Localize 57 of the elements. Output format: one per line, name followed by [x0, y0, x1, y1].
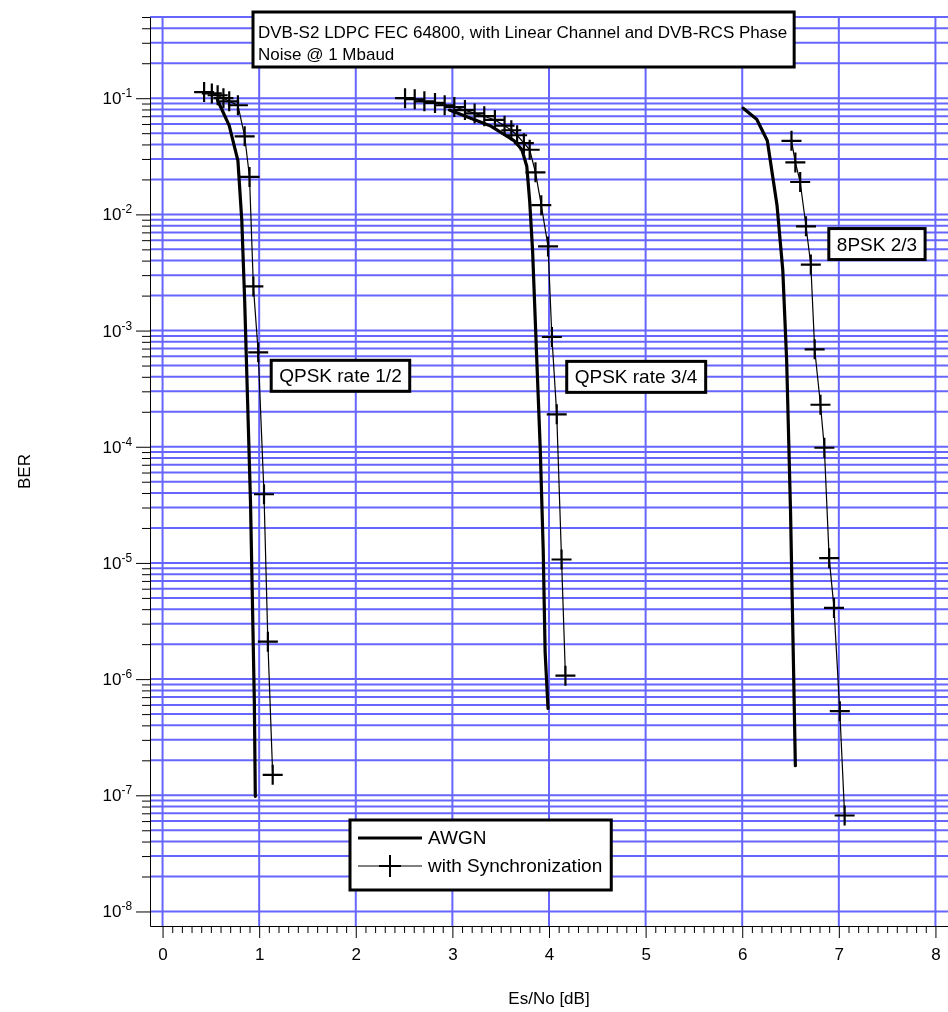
- y-tick-label: 10$^{-3}$: [102, 318, 133, 341]
- legend-label: AWGN: [428, 827, 487, 848]
- point: [474, 106, 495, 127]
- y-tick-label: 10$^{-8}$: [102, 899, 133, 922]
- point: [819, 548, 840, 569]
- point: [781, 130, 802, 151]
- x-tick-label: 2: [351, 945, 362, 965]
- point: [829, 701, 850, 722]
- point: [234, 126, 255, 147]
- point: [800, 254, 821, 275]
- point: [248, 342, 269, 363]
- annotation: 8PSK 2/3: [836, 233, 918, 255]
- point: [814, 437, 835, 458]
- y-tick-label: 10$^{-7}$: [102, 783, 133, 806]
- point: [414, 91, 435, 112]
- y-tick-label: 10$^{-2}$: [102, 202, 133, 225]
- y-axis-title: BER: [15, 454, 34, 489]
- point: [257, 631, 278, 652]
- point: [804, 339, 825, 360]
- point: [795, 216, 816, 237]
- point: [538, 236, 559, 257]
- point: [546, 404, 567, 425]
- legend-label: with Synchronization: [427, 855, 603, 876]
- y-tick-label: 10$^{-1}$: [102, 86, 133, 109]
- x-axis-title: Es/No [dB]: [508, 989, 590, 1008]
- point: [810, 394, 831, 415]
- point: [254, 484, 274, 505]
- text: DVB-S2 LDPC FEC 64800, with Linear Channel and DVB-RCS Phase Noise @ 1 Mbaud: [258, 23, 788, 64]
- point: [243, 276, 264, 297]
- x-tick-label: 5: [641, 945, 651, 965]
- x-tick-label: 0: [158, 945, 168, 965]
- point: [519, 139, 540, 160]
- point: [239, 166, 260, 187]
- point: [824, 597, 844, 618]
- x-tick-label: 4: [544, 945, 555, 965]
- point: [227, 95, 248, 116]
- y-tick-label: 10$^{-4}$: [102, 434, 133, 457]
- x-tick-label: 6: [737, 945, 748, 965]
- point: [790, 172, 811, 192]
- point: [551, 549, 572, 570]
- y-tick-label: 10$^{-5}$: [102, 550, 133, 573]
- point: [262, 764, 283, 785]
- line-series: [741, 106, 797, 768]
- point: [555, 665, 576, 686]
- point: [541, 327, 562, 348]
- y-tick-label: 10$^{-6}$: [102, 667, 133, 690]
- point: [444, 97, 465, 118]
- x-tick-label: 3: [448, 945, 458, 965]
- annotation: QPSK rate 1/2: [279, 365, 402, 387]
- annotation: QPSK rate 3/4: [574, 366, 698, 388]
- x-tick-label: 7: [834, 945, 845, 965]
- point: [525, 162, 546, 183]
- x-tick-label: 1: [254, 945, 265, 965]
- point: [531, 195, 552, 216]
- point: [785, 152, 806, 173]
- point: [834, 805, 855, 826]
- x-tick-label: 8: [931, 945, 941, 965]
